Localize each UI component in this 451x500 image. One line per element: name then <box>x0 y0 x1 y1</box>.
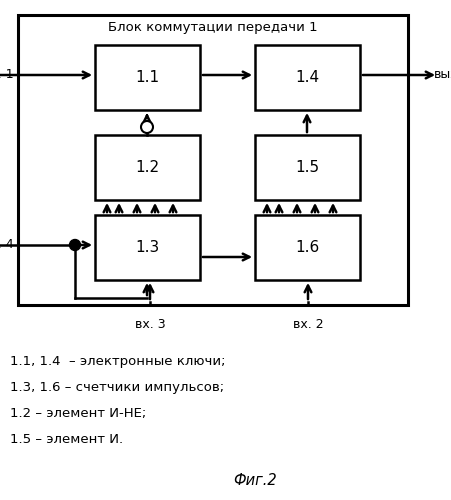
Text: 1.3: 1.3 <box>135 240 160 255</box>
Text: 1.1: 1.1 <box>135 70 160 85</box>
Circle shape <box>69 240 80 250</box>
Bar <box>255 45 360 110</box>
Bar <box>95 45 200 110</box>
Text: 1.5 – элемент И.: 1.5 – элемент И. <box>10 433 123 446</box>
Bar <box>18 15 408 305</box>
Text: 1.1, 1.4  – электронные ключи;: 1.1, 1.4 – электронные ключи; <box>10 355 226 368</box>
Bar <box>95 215 200 280</box>
Text: вых: вых <box>434 68 451 82</box>
Text: вх. 1: вх. 1 <box>0 68 14 82</box>
Text: Фиг.2: Фиг.2 <box>233 473 277 488</box>
Text: вх. 2: вх. 2 <box>293 318 323 331</box>
Text: Блок коммутации передачи 1: Блок коммутации передачи 1 <box>108 20 318 34</box>
Text: вх. 3: вх. 3 <box>135 318 166 331</box>
Bar <box>255 215 360 280</box>
Bar <box>255 135 360 200</box>
Text: 1.2 – элемент И-НЕ;: 1.2 – элемент И-НЕ; <box>10 407 146 420</box>
Text: 1.3, 1.6 – счетчики импульсов;: 1.3, 1.6 – счетчики импульсов; <box>10 381 224 394</box>
Text: 1.4: 1.4 <box>295 70 320 85</box>
Text: 1.6: 1.6 <box>295 240 320 255</box>
Circle shape <box>141 121 153 133</box>
Bar <box>95 135 200 200</box>
Text: 1.2: 1.2 <box>135 160 160 175</box>
Text: вх. 4: вх. 4 <box>0 238 14 252</box>
Text: 1.5: 1.5 <box>295 160 320 175</box>
